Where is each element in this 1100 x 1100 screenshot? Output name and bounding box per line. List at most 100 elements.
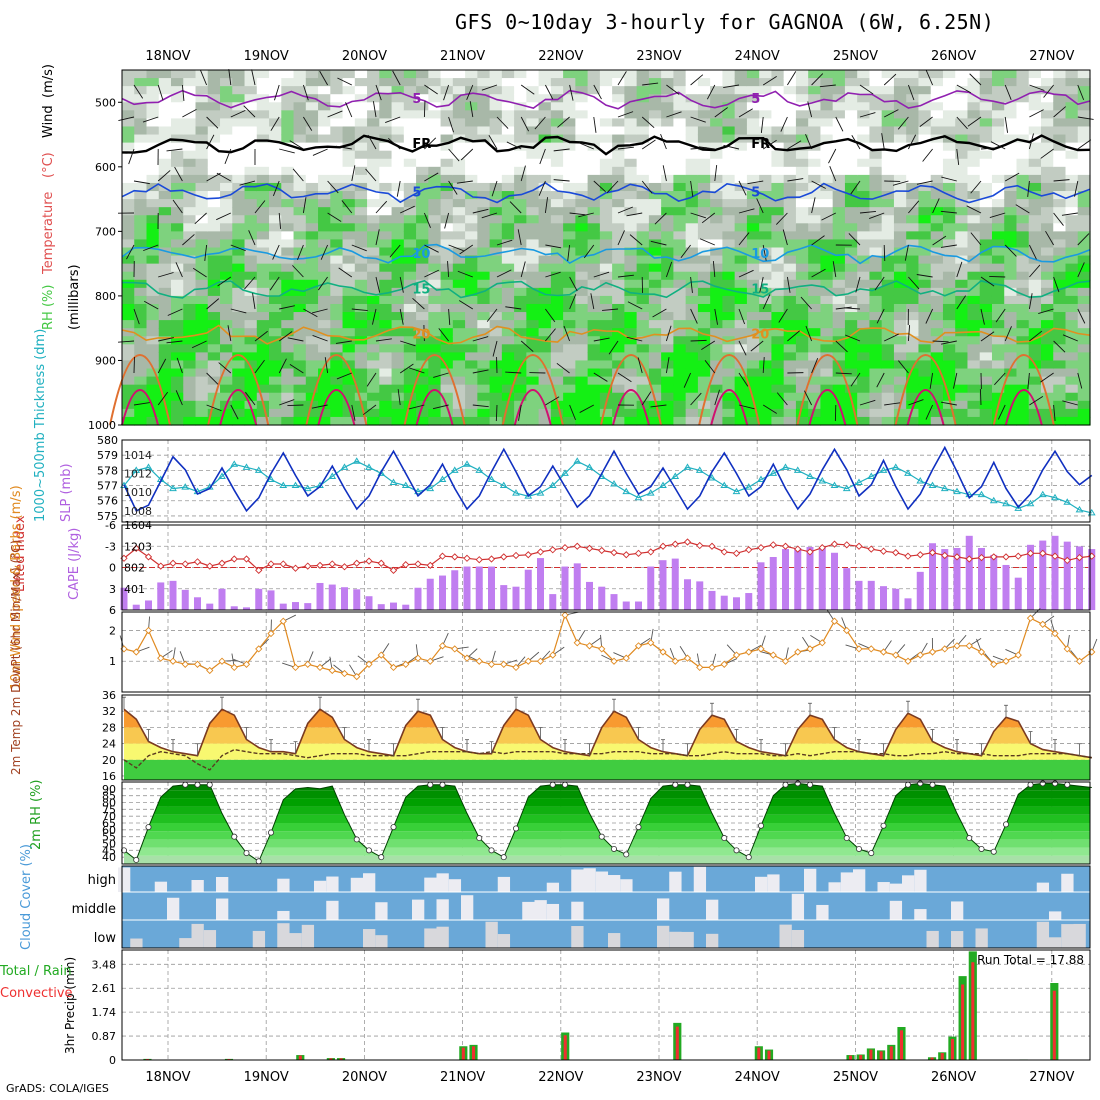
wind-barb — [666, 84, 680, 95]
rh-cell — [134, 360, 148, 370]
wind-barb — [460, 148, 474, 161]
rh-cell — [599, 215, 613, 224]
rh-cell — [832, 86, 846, 95]
rh-cell — [428, 360, 442, 370]
rh-cell — [1028, 78, 1042, 87]
rh-cell — [281, 78, 295, 87]
rh-cell — [477, 118, 491, 128]
rh-cell — [955, 174, 969, 184]
rh-cell — [869, 336, 883, 345]
wind-barb — [747, 180, 764, 185]
wind-barb — [175, 262, 183, 278]
rh-cell — [1028, 118, 1042, 128]
rh-point — [145, 824, 152, 831]
rh-cell — [636, 118, 650, 128]
rh-cell — [122, 102, 135, 111]
rh-cell — [955, 408, 969, 418]
rh-cell — [256, 102, 270, 111]
rh-cell — [330, 239, 344, 249]
rh-cell — [612, 376, 625, 386]
rh-cell — [183, 312, 197, 321]
wind-barb — [608, 340, 619, 355]
rh-cell — [991, 78, 1005, 87]
rh-cell — [269, 271, 282, 281]
wind-barb — [683, 372, 692, 388]
rh-cell — [563, 150, 576, 160]
rh-cell — [759, 368, 773, 378]
rh-cell — [979, 312, 993, 321]
rh-cell — [526, 263, 540, 273]
rh-cell — [171, 392, 184, 402]
rh-cell — [710, 70, 724, 79]
cape-bar — [941, 549, 949, 610]
wind-barb — [438, 328, 449, 342]
rh-cell — [1077, 199, 1091, 208]
rh-cell — [759, 182, 773, 192]
rh-cell — [857, 174, 871, 184]
rh-cell — [808, 86, 822, 95]
rh-cell — [158, 223, 172, 232]
cape-bar — [843, 568, 851, 610]
rh-cell — [575, 295, 589, 305]
rh-cell — [979, 126, 993, 136]
wind-barb — [990, 141, 1006, 150]
rh-cell — [771, 263, 785, 273]
rh-cell — [232, 126, 246, 136]
upper-ylabel-parts: RH (%)Temperature(°C)Wind(m/s) — [41, 64, 56, 330]
rh-cell — [354, 247, 368, 257]
rh-cell — [746, 271, 760, 281]
rh-cell — [673, 150, 687, 160]
rh-cell — [134, 191, 148, 200]
rh-cell — [134, 376, 148, 386]
rh-cell — [1077, 78, 1091, 87]
rh-cell — [612, 174, 625, 184]
wind-barb — [680, 244, 691, 259]
rh-cell — [759, 70, 773, 79]
rh-cell — [195, 408, 209, 418]
rh-point — [243, 850, 250, 857]
rh-cell — [342, 199, 356, 208]
rh-point — [390, 824, 397, 831]
rh-cell — [195, 416, 209, 426]
cape-bar — [965, 535, 973, 610]
rh-cell — [1016, 199, 1030, 208]
rh-cell — [256, 142, 270, 152]
rh-cell — [146, 239, 160, 249]
rh-cell — [269, 174, 282, 184]
li-point — [1051, 552, 1059, 560]
rh-cell — [354, 94, 368, 103]
rh-cell — [1065, 126, 1079, 136]
rh-cell — [587, 142, 601, 152]
cloud-gap — [167, 897, 180, 920]
rh-cell — [624, 110, 638, 120]
rh-cell — [808, 287, 822, 297]
wind-barb — [941, 340, 957, 345]
rh-cell — [232, 287, 246, 297]
rh-cell — [440, 158, 454, 168]
rh-cell — [563, 312, 576, 321]
rh-cell — [1004, 384, 1018, 394]
rh-cell — [1065, 279, 1079, 289]
rh-cell — [844, 118, 858, 128]
rh-cell — [881, 271, 895, 281]
wind-barb — [335, 145, 352, 150]
wind-barb — [786, 276, 791, 293]
date-label-bottom: 24NOV — [735, 1070, 780, 1085]
footer-credit: GrADS: COLA/IGES — [6, 1082, 109, 1095]
rh-cell — [281, 70, 295, 79]
rh-cell — [1040, 110, 1054, 120]
contour-line — [121, 181, 1091, 204]
rh-cell — [599, 126, 613, 136]
rh-cell — [918, 408, 932, 418]
rh-cell — [134, 207, 148, 216]
rh-cell — [416, 384, 429, 394]
rh-cell — [1065, 86, 1079, 95]
rh-cell — [501, 86, 515, 95]
rh-cell — [563, 263, 576, 273]
rh-cell — [195, 392, 209, 402]
rh-cell — [452, 416, 466, 426]
rh-cell — [1028, 231, 1042, 241]
rh-cell — [881, 360, 895, 370]
rh-cell — [599, 247, 613, 257]
rh-cell — [207, 416, 221, 426]
